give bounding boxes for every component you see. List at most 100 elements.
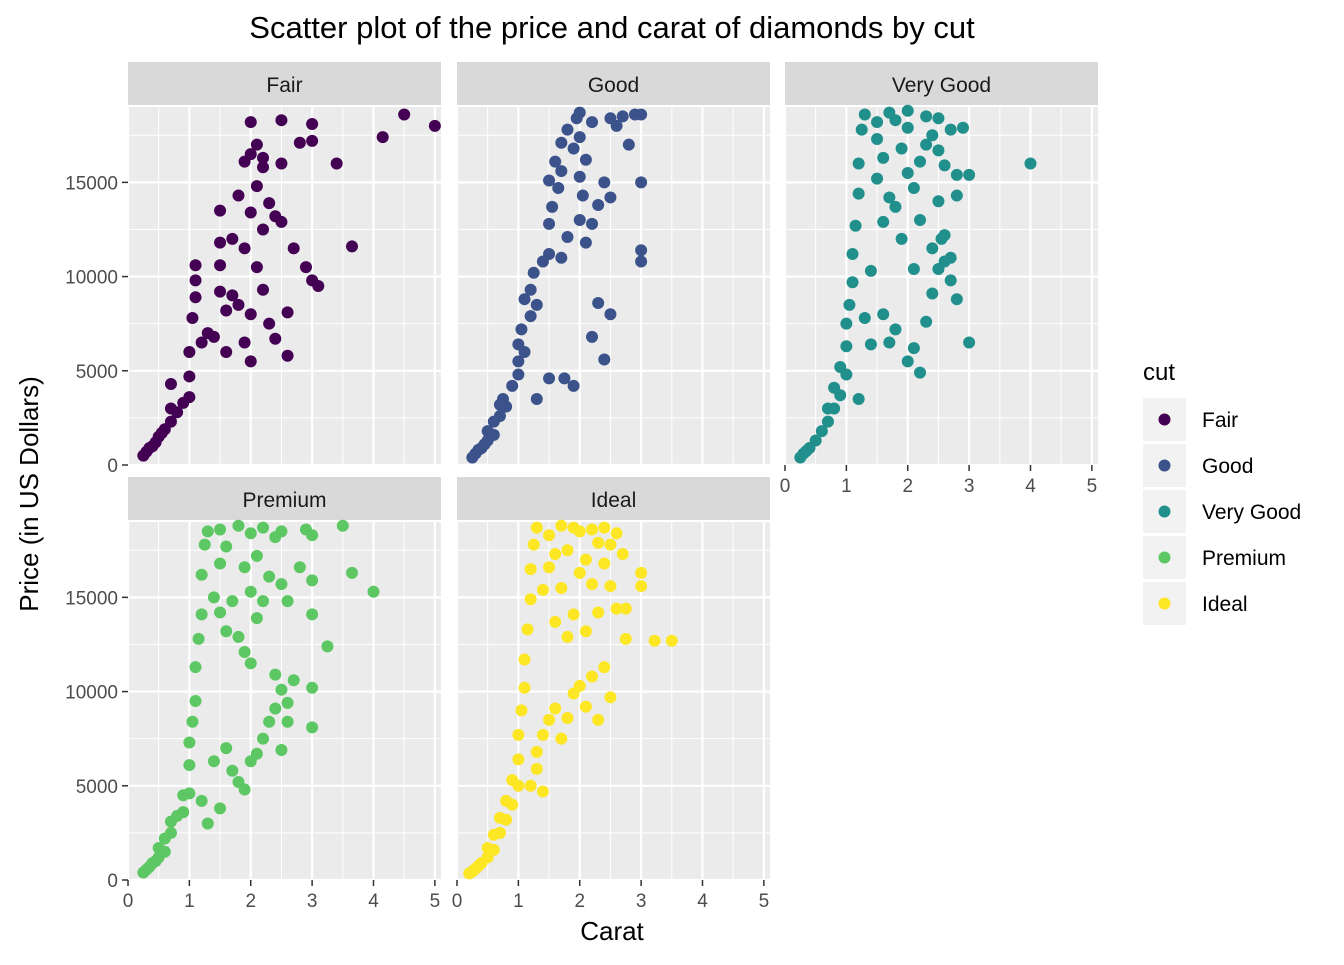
data-point	[195, 608, 208, 621]
data-point	[493, 410, 506, 423]
data-point	[238, 646, 251, 659]
data-point	[573, 679, 586, 692]
data-point	[648, 634, 661, 647]
data-point	[214, 259, 227, 272]
x-tick-label: 2	[245, 891, 256, 912]
x-tick-label: 5	[430, 891, 441, 912]
data-point	[275, 215, 288, 228]
legend-swatch	[1158, 505, 1171, 518]
points-very-good	[794, 104, 1037, 464]
data-point	[346, 240, 359, 253]
strip-label-premium: Premium	[242, 489, 326, 512]
data-point	[549, 702, 562, 715]
data-point	[232, 298, 245, 311]
data-point	[183, 370, 196, 383]
data-point	[665, 634, 678, 647]
data-point	[250, 612, 263, 625]
data-point	[1024, 157, 1037, 170]
data-point	[183, 759, 196, 772]
data-point	[598, 353, 611, 366]
data-point	[561, 630, 574, 643]
data-point	[192, 632, 205, 645]
data-point	[616, 110, 629, 123]
data-point	[586, 523, 599, 536]
data-point	[610, 119, 623, 132]
y-tick-label: 5000	[76, 362, 118, 383]
data-point	[487, 843, 500, 856]
x-tick-label: 2	[574, 891, 585, 912]
legend-item-fair: Fair	[1143, 398, 1238, 441]
data-point	[815, 425, 828, 438]
x-tick-label: 0	[780, 476, 791, 497]
data-point	[555, 136, 568, 149]
legend-item-premium: Premium	[1143, 536, 1286, 579]
data-point	[635, 108, 648, 121]
data-point	[914, 155, 927, 168]
data-point	[207, 755, 220, 768]
y-tick-label: 10000	[65, 683, 118, 704]
data-point	[527, 538, 540, 551]
x-tick-label: 4	[368, 891, 379, 912]
data-point	[586, 217, 599, 230]
panel-good: Good	[455, 62, 770, 467]
data-point	[220, 742, 233, 755]
y-tick-label: 0	[107, 871, 118, 892]
data-point	[201, 525, 214, 538]
data-point	[524, 593, 537, 606]
data-point	[177, 806, 190, 819]
data-point	[938, 159, 951, 172]
data-point	[275, 114, 288, 127]
strip-very-good	[785, 62, 1098, 105]
data-point	[877, 308, 890, 321]
data-point	[907, 263, 920, 276]
data-point	[428, 119, 441, 132]
data-point	[306, 117, 319, 130]
data-point	[201, 817, 214, 830]
data-point	[877, 215, 890, 228]
data-point	[398, 108, 411, 121]
data-point	[914, 214, 927, 227]
data-point	[506, 379, 519, 392]
data-point	[635, 566, 648, 579]
data-point	[244, 206, 257, 219]
data-point	[920, 315, 933, 328]
y-tick-label: 0	[107, 456, 118, 477]
data-point	[269, 668, 282, 681]
x-tick-label: 4	[1025, 476, 1036, 497]
data-point	[183, 391, 196, 404]
data-point	[293, 561, 306, 574]
data-point	[576, 189, 589, 202]
data-point	[312, 280, 325, 292]
data-point	[552, 182, 565, 195]
data-point	[281, 349, 294, 362]
data-point	[207, 591, 220, 604]
data-point	[635, 580, 648, 593]
data-point	[263, 197, 276, 210]
data-point	[257, 595, 270, 608]
data-point	[604, 691, 617, 704]
data-point	[616, 548, 629, 561]
data-point	[821, 415, 834, 428]
data-point	[518, 681, 531, 694]
y-tick-label: 10000	[65, 268, 118, 289]
data-point	[573, 106, 586, 119]
data-point	[546, 200, 559, 213]
data-point	[226, 232, 239, 245]
data-point	[555, 165, 568, 178]
data-point	[586, 116, 599, 129]
data-point	[549, 155, 562, 168]
data-point	[530, 298, 543, 311]
legend-swatch	[1158, 597, 1171, 610]
data-point	[561, 711, 574, 724]
data-point	[901, 355, 914, 368]
legend-swatch	[1158, 413, 1171, 426]
points-premium	[137, 519, 380, 879]
data-point	[220, 625, 233, 638]
data-point	[944, 123, 957, 136]
data-point	[855, 123, 868, 136]
data-point	[158, 845, 171, 858]
x-tick-label: 1	[841, 476, 852, 497]
data-point	[555, 251, 568, 264]
data-point	[250, 747, 263, 760]
